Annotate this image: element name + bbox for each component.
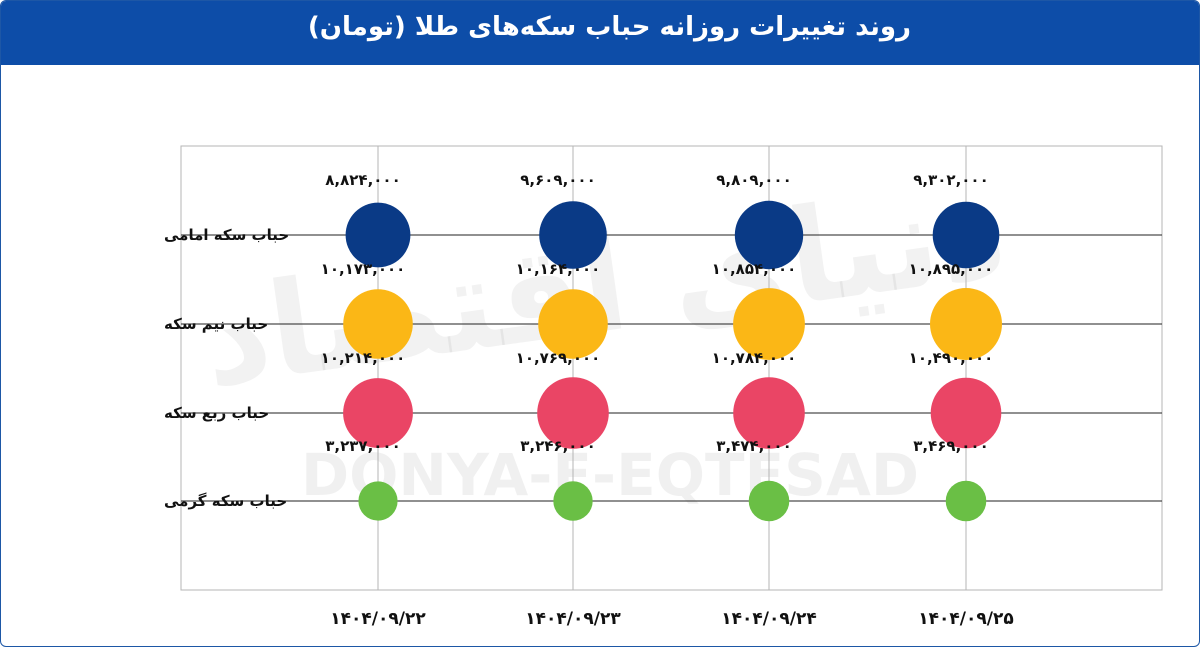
bubble [930,377,1002,449]
plot-area [180,145,1163,591]
value-label: ۱۰,۲۱۴,۰۰۰ [321,349,406,367]
bubble [343,378,413,448]
series-label: حباب ربع سکه [164,404,269,422]
bubble [733,377,805,449]
bubble [345,202,411,268]
bubble [538,289,608,359]
value-label: ۱۰,۸۹۵,۰۰۰ [909,260,994,278]
value-label: ۱۰,۱۷۳,۰۰۰ [321,260,406,278]
bubble [932,201,1000,269]
bubble [539,201,607,269]
value-label: ۱۰,۷۸۴,۰۰۰ [712,349,797,367]
header-bar: روند تغییرات روزانه حباب سکه‌های طلا (تو… [1,1,1199,65]
value-label: ۱۰,۷۶۹,۰۰۰ [516,349,601,367]
value-label: ۹,۸۰۹,۰۰۰ [716,171,791,189]
chart-title: روند تغییرات روزانه حباب سکه‌های طلا (تو… [307,12,911,42]
bubble [733,288,805,360]
value-label: ۳,۴۶۹,۰۰۰ [913,437,988,455]
date-label: ۱۴۰۴/۰۹/۲۴ [721,609,816,629]
value-label: ۳,۲۴۶,۰۰۰ [520,437,595,455]
value-label: ۹,۶۰۹,۰۰۰ [520,171,595,189]
date-label: ۱۴۰۴/۰۹/۲۵ [918,609,1013,629]
bubble [343,289,413,359]
bubble [748,480,790,522]
bubble [734,200,804,270]
value-label: ۸,۸۲۴,۰۰۰ [325,171,400,189]
value-label: ۱۰,۸۵۴,۰۰۰ [712,260,797,278]
series-label: حباب سکه گرمی [164,492,287,510]
value-label: ۳,۲۳۷,۰۰۰ [325,437,400,455]
bubble [358,481,398,521]
value-label: ۹,۳۰۲,۰۰۰ [913,171,988,189]
bubble [930,288,1002,360]
bubble [537,377,609,449]
bubble [945,480,987,522]
series-label: حباب سکه امامی [164,226,289,244]
date-label: ۱۴۰۴/۰۹/۲۳ [525,609,621,629]
series-label: حباب نیم سکه [164,315,268,333]
bubble [553,481,593,521]
value-label: ۱۰,۱۶۴,۰۰۰ [516,260,601,278]
date-label: ۱۴۰۴/۰۹/۲۲ [330,609,426,629]
value-label: ۱۰,۴۹۰,۰۰۰ [909,349,994,367]
value-label: ۳,۴۷۴,۰۰۰ [716,437,791,455]
